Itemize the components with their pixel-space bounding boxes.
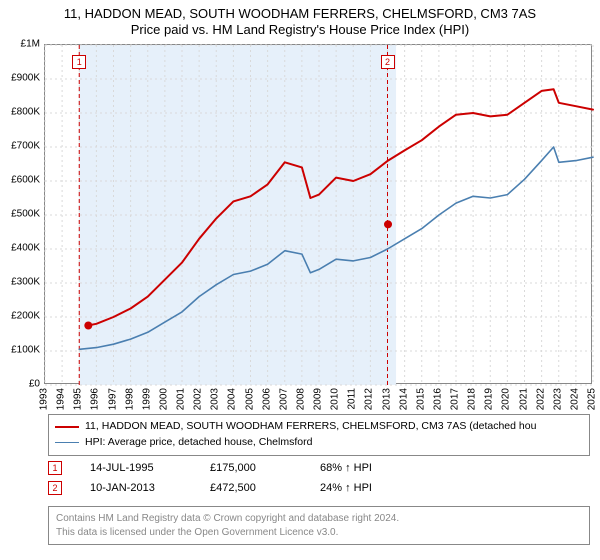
x-tick-label: 1999 (141, 388, 152, 410)
y-tick-label: £300K (11, 277, 40, 288)
sale-row-marker: 1 (48, 461, 62, 475)
footer-line-1: Contains HM Land Registry data © Crown c… (56, 512, 582, 526)
x-tick-label: 1995 (73, 388, 84, 410)
sales-table: 1 14-JUL-1995£175,00068% ↑ HPI 2 10-JAN-201… (48, 458, 440, 498)
x-tick-label: 2022 (535, 388, 546, 410)
legend-label: HPI: Average price, detached house, Chel… (85, 435, 312, 451)
chart-area: £0£100K£200K£300K£400K£500K£600K£700K£80… (0, 44, 600, 404)
sale-marker-2: 2 (381, 55, 395, 69)
x-axis: 1993199419951996199719981999200020012002… (44, 384, 592, 404)
y-tick-label: £1M (21, 39, 40, 50)
x-tick-label: 2014 (398, 388, 409, 410)
x-tick-label: 2025 (587, 388, 598, 410)
footer-attribution: Contains HM Land Registry data © Crown c… (48, 506, 590, 545)
sale-row-hpi: 68% ↑ HPI (320, 462, 440, 474)
x-tick-label: 2013 (381, 388, 392, 410)
x-tick-label: 2005 (244, 388, 255, 410)
legend-swatch (55, 442, 79, 443)
sale-row-date: 10-JAN-2013 (90, 482, 210, 494)
x-tick-label: 2006 (261, 388, 272, 410)
y-axis: £0£100K£200K£300K£400K£500K£600K£700K£80… (0, 44, 44, 384)
x-tick-label: 2000 (158, 388, 169, 410)
legend-swatch (55, 426, 79, 428)
x-tick-label: 1994 (56, 388, 67, 410)
x-tick-label: 2012 (364, 388, 375, 410)
x-tick-label: 2016 (432, 388, 443, 410)
x-tick-label: 2002 (193, 388, 204, 410)
x-tick-label: 1996 (90, 388, 101, 410)
x-tick-label: 2019 (484, 388, 495, 410)
legend-label: 11, HADDON MEAD, SOUTH WOODHAM FERRERS, … (85, 419, 536, 435)
title-block: 11, HADDON MEAD, SOUTH WOODHAM FERRERS, … (0, 0, 600, 39)
x-tick-label: 2003 (210, 388, 221, 410)
y-tick-label: £800K (11, 107, 40, 118)
sale-row-hpi: 24% ↑ HPI (320, 482, 440, 494)
plot-svg (45, 45, 593, 385)
y-tick-label: £700K (11, 141, 40, 152)
y-tick-label: £200K (11, 311, 40, 322)
x-tick-label: 2004 (227, 388, 238, 410)
x-tick-label: 2018 (467, 388, 478, 410)
x-tick-label: 2015 (415, 388, 426, 410)
y-tick-label: £400K (11, 243, 40, 254)
y-tick-label: £900K (11, 73, 40, 84)
legend-row: 11, HADDON MEAD, SOUTH WOODHAM FERRERS, … (55, 419, 583, 435)
y-tick-label: £100K (11, 345, 40, 356)
sale-marker-1: 1 (72, 55, 86, 69)
x-tick-label: 2011 (347, 388, 358, 410)
title-line-1: 11, HADDON MEAD, SOUTH WOODHAM FERRERS, … (0, 6, 600, 22)
y-tick-label: £500K (11, 209, 40, 220)
sale-row-date: 14-JUL-1995 (90, 462, 210, 474)
x-tick-label: 2007 (278, 388, 289, 410)
sale-row: 1 14-JUL-1995£175,00068% ↑ HPI (48, 458, 440, 478)
sale-row-price: £472,500 (210, 482, 320, 494)
x-tick-label: 2017 (450, 388, 461, 410)
x-tick-label: 1993 (39, 388, 50, 410)
sale-row-marker: 2 (48, 481, 62, 495)
legend-row: HPI: Average price, detached house, Chel… (55, 435, 583, 451)
sale-row-price: £175,000 (210, 462, 320, 474)
y-tick-label: £600K (11, 175, 40, 186)
x-tick-label: 2008 (295, 388, 306, 410)
x-tick-label: 1997 (107, 388, 118, 410)
x-tick-label: 2009 (313, 388, 324, 410)
sale-row: 2 10-JAN-2013£472,50024% ↑ HPI (48, 478, 440, 498)
x-tick-label: 2021 (518, 388, 529, 410)
footer-line-2: This data is licensed under the Open Gov… (56, 526, 582, 540)
x-tick-label: 2023 (552, 388, 563, 410)
x-tick-label: 2020 (501, 388, 512, 410)
x-tick-label: 1998 (124, 388, 135, 410)
title-line-2: Price paid vs. HM Land Registry's House … (0, 22, 600, 38)
x-tick-label: 2010 (330, 388, 341, 410)
x-tick-label: 2001 (176, 388, 187, 410)
plot-area: 12 (44, 44, 592, 384)
legend: 11, HADDON MEAD, SOUTH WOODHAM FERRERS, … (48, 414, 590, 456)
chart-container: 11, HADDON MEAD, SOUTH WOODHAM FERRERS, … (0, 0, 600, 560)
x-tick-label: 2024 (569, 388, 580, 410)
